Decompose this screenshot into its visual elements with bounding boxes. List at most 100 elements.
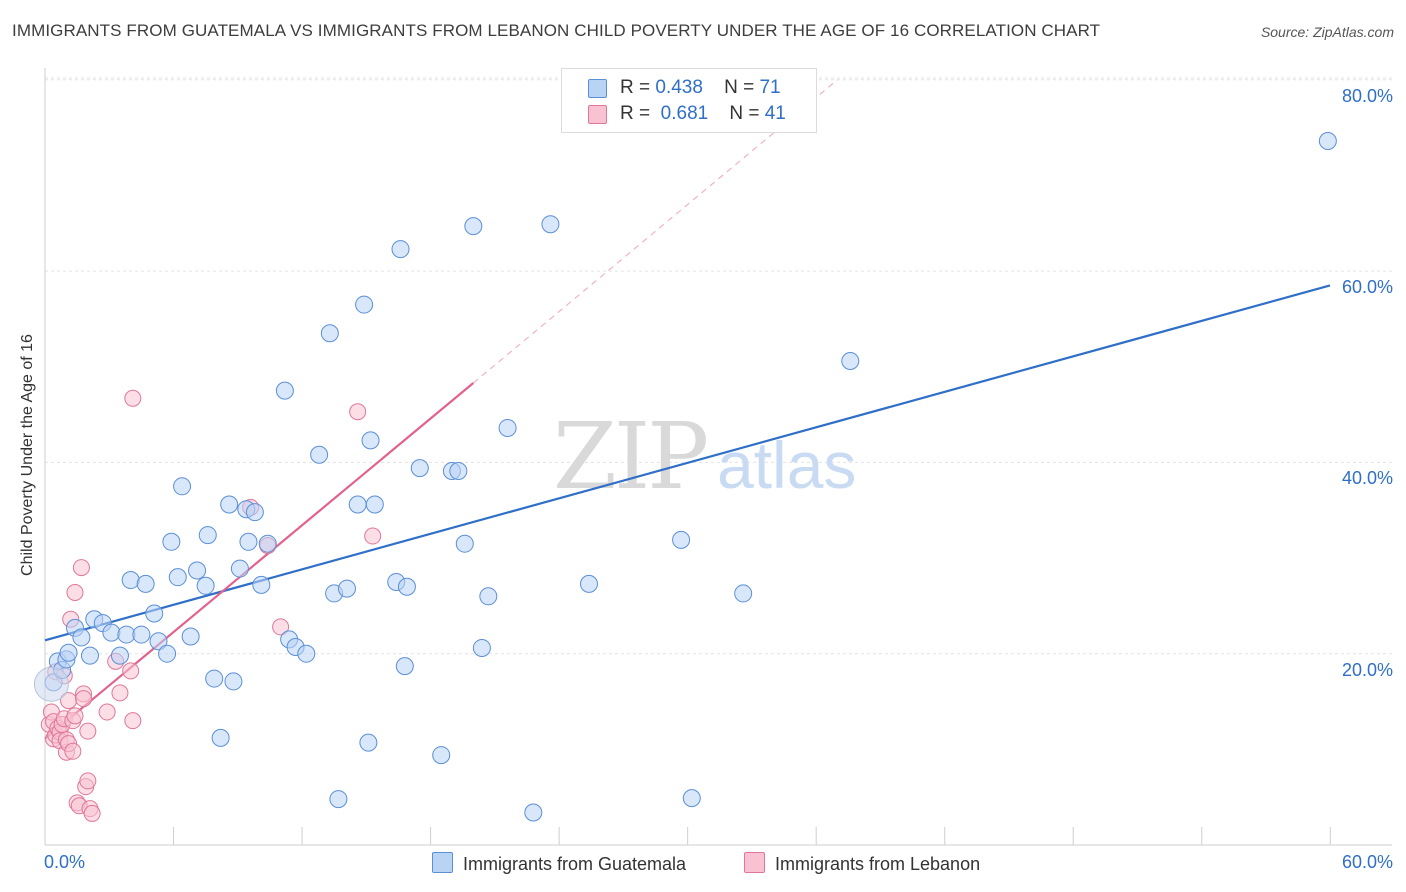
lebanon-point: [122, 662, 140, 680]
guatemala-point: [117, 625, 136, 644]
guatemala-point: [734, 584, 753, 603]
guatemala-point: [348, 495, 367, 514]
guatemala-point: [329, 790, 348, 809]
x-tick-label-max: 60.0%: [1341, 852, 1393, 872]
guatemala-point: [541, 215, 560, 234]
guatemala-point: [361, 431, 380, 450]
lebanon-point: [79, 722, 97, 740]
guatemala-point: [395, 657, 414, 676]
lebanon-point: [364, 527, 382, 545]
guatemala-point: [181, 627, 200, 646]
guatemala-point: [320, 324, 339, 343]
guatemala-point: [149, 632, 168, 651]
guatemala-swatch: [588, 79, 607, 98]
guatemala-point: [432, 746, 451, 765]
lebanon-point: [111, 684, 129, 702]
guatemala-point: [391, 240, 410, 259]
lebanon-point: [124, 389, 142, 407]
lebanon-point: [98, 703, 116, 721]
guatemala-point: [275, 381, 294, 400]
guatemala-point: [196, 576, 215, 595]
guatemala-point: [841, 352, 860, 370]
stats-legend: R = 0.438 N = 71 R = 0.681 N = 41: [561, 68, 817, 133]
guatemala-point: [472, 638, 491, 657]
y-tick-label-80: 80.0%: [1341, 86, 1393, 106]
lebanon-legend-swatch: [744, 852, 765, 873]
guatemala-point: [682, 789, 701, 808]
guatemala-point: [449, 462, 468, 480]
y-tick-label-20: 20.0%: [1341, 660, 1393, 680]
guatemala-point: [498, 418, 517, 437]
legend-label-lebanon: Immigrants from Lebanon: [775, 854, 981, 874]
guatemala-point: [132, 625, 151, 644]
lebanon-point: [72, 559, 90, 577]
lebanon-swatch: [588, 105, 607, 124]
guatemala-point: [310, 445, 329, 464]
guatemala-point: [173, 477, 192, 496]
guatemala-point: [211, 728, 230, 747]
lebanon-trend-extension: [472, 79, 838, 384]
guatemala-point: [168, 568, 187, 587]
watermark: ZIP atlas: [553, 403, 856, 510]
lebanon-point: [75, 690, 93, 708]
guatemala-point: [258, 534, 277, 553]
lebanon-point: [66, 707, 84, 725]
guatemala-point: [158, 644, 177, 663]
guatemala-point: [162, 532, 181, 551]
lebanon-point: [349, 403, 367, 421]
guatemala-point: [672, 530, 691, 549]
guatemala-point: [198, 526, 217, 545]
guatemala-point: [365, 495, 384, 514]
guatemala-point: [479, 587, 498, 606]
guatemala-point: [220, 495, 239, 514]
legend-item-lebanon: Immigrants from Lebanon: [744, 852, 980, 875]
guatemala-point: [230, 559, 249, 578]
y-tick-label-60: 60.0%: [1341, 277, 1393, 297]
guatemala-point: [145, 604, 164, 623]
guatemala-point: [205, 669, 224, 688]
guatemala-point: [579, 574, 598, 593]
guatemala-point: [59, 643, 78, 662]
guatemala-point: [524, 803, 543, 822]
guatemala-point: [297, 644, 316, 663]
guatemala-point: [464, 217, 483, 236]
guatemala-point: [224, 672, 243, 691]
guatemala-point: [136, 574, 155, 593]
legend-item-guatemala: Immigrants from Guatemala: [432, 852, 686, 875]
chart-title: IMMIGRANTS FROM GUATEMALA VS IMMIGRANTS …: [12, 21, 1101, 40]
lebanon-point: [79, 772, 97, 790]
guatemala-legend-swatch: [432, 852, 453, 873]
x-tick-label-min: 0.0%: [44, 852, 86, 872]
lebanon-point: [83, 804, 101, 822]
lebanon-point: [64, 742, 82, 760]
guatemala-point: [410, 459, 429, 478]
watermark-atlas: atlas: [717, 428, 856, 502]
lebanon-trend-line: [44, 382, 475, 740]
source-label: Source: ZipAtlas.com: [1260, 24, 1394, 40]
guatemala-point: [121, 571, 140, 590]
stats-text: R = 0.681 N = 41: [620, 103, 786, 124]
guatemala-point: [252, 575, 271, 594]
lebanon-points: [40, 389, 382, 822]
guatemala-point: [397, 577, 416, 596]
guatemala-point: [337, 579, 356, 598]
y-tick-label-40: 40.0%: [1341, 468, 1393, 488]
guatemala-points: [33, 132, 1337, 822]
lebanon-point: [66, 583, 84, 601]
guatemala-point: [355, 295, 374, 314]
guatemala-point: [110, 646, 129, 665]
guatemala-point: [80, 646, 99, 665]
guatemala-point: [245, 503, 264, 522]
guatemala-point: [72, 628, 91, 647]
guatemala-point: [188, 561, 207, 580]
legend-label-guatemala: Immigrants from Guatemala: [463, 854, 687, 874]
stats-text: R = 0.438 N = 71: [620, 77, 781, 98]
guatemala-cluster-point: [33, 666, 69, 702]
guatemala-point: [359, 733, 378, 752]
guatemala-point: [102, 623, 121, 642]
guatemala-point: [455, 534, 474, 553]
lebanon-point: [124, 712, 142, 730]
lebanon-point: [272, 618, 290, 636]
guatemala-point: [239, 532, 258, 551]
